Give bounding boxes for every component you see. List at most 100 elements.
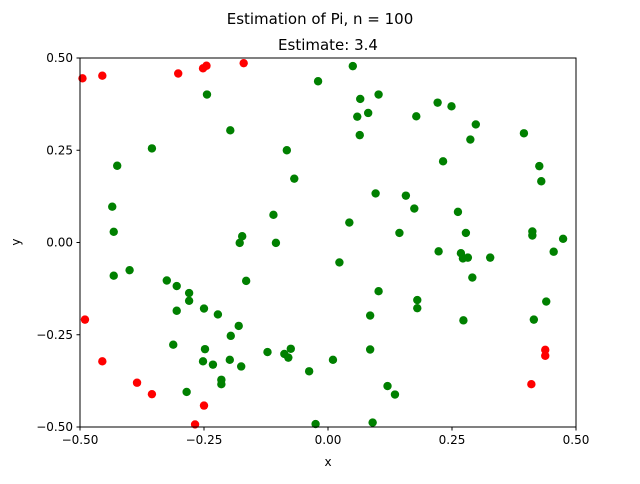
data-point-series0-21 bbox=[537, 177, 546, 186]
data-point-series0-61 bbox=[529, 315, 539, 324]
y-tick-label-1: −0.25 bbox=[36, 328, 73, 342]
data-point-series0-25 bbox=[410, 204, 419, 213]
data-point-series0-13 bbox=[466, 135, 475, 144]
data-point-series1-2 bbox=[174, 69, 183, 78]
data-point-series1-12 bbox=[527, 380, 536, 389]
data-point-series0-11 bbox=[447, 102, 456, 111]
figure-suptitle: Estimation of Pi, n = 100 bbox=[227, 10, 414, 28]
data-point-series0-79 bbox=[217, 380, 226, 389]
x-tick-label-3: 0.25 bbox=[439, 433, 466, 447]
data-point-series0-43 bbox=[549, 247, 558, 256]
data-point-series0-16 bbox=[113, 161, 122, 170]
data-point-series0-30 bbox=[237, 232, 247, 241]
data-point-series1-10 bbox=[199, 401, 209, 410]
data-point-series1-4 bbox=[202, 61, 211, 70]
data-point-series1-8 bbox=[132, 378, 142, 387]
data-point-series0-72 bbox=[328, 355, 338, 365]
data-point-series0-44 bbox=[335, 258, 344, 267]
data-point-series0-56 bbox=[199, 304, 209, 313]
points-layer bbox=[78, 58, 568, 429]
data-point-series0-51 bbox=[184, 288, 194, 298]
data-point-series1-5 bbox=[239, 58, 248, 68]
data-point-series0-5 bbox=[374, 90, 383, 99]
data-point-series0-68 bbox=[286, 344, 295, 353]
data-point-series0-1 bbox=[226, 126, 235, 135]
data-point-series0-8 bbox=[355, 130, 364, 140]
data-point-series0-57 bbox=[213, 310, 223, 319]
ticks-layer: −0.50 −0.25 0.00 0.25 0.50 −0.50 −0.25 0.00 0.25… bbox=[36, 51, 589, 447]
data-point-series0-0 bbox=[202, 90, 212, 99]
data-point-series0-62 bbox=[459, 316, 468, 325]
data-point-series0-3 bbox=[348, 61, 357, 71]
data-point-series0-66 bbox=[200, 344, 210, 354]
x-tick-label-2: 0.00 bbox=[315, 433, 342, 447]
x-tick-label-1: −0.25 bbox=[186, 433, 223, 447]
data-point-series0-76 bbox=[237, 362, 246, 371]
data-point-series0-29 bbox=[345, 218, 354, 227]
data-point-series0-58 bbox=[413, 303, 422, 313]
y-tick-label-0: −0.50 bbox=[36, 420, 73, 434]
data-point-series0-37 bbox=[558, 234, 568, 244]
data-point-series1-13 bbox=[541, 345, 550, 355]
data-point-series0-26 bbox=[453, 207, 463, 217]
data-point-series0-73 bbox=[198, 357, 208, 366]
data-point-series0-34 bbox=[461, 228, 471, 238]
data-point-series0-10 bbox=[433, 98, 442, 107]
data-point-series0-48 bbox=[241, 276, 251, 286]
data-point-series1-14 bbox=[541, 351, 550, 360]
y-tick-label-2: 0.00 bbox=[46, 236, 73, 250]
y-tick-label-4: 0.50 bbox=[46, 51, 73, 65]
data-point-series0-18 bbox=[290, 174, 299, 183]
data-point-series0-6 bbox=[363, 108, 373, 118]
data-point-series0-77 bbox=[304, 367, 314, 376]
data-point-series1-1 bbox=[98, 71, 107, 80]
data-point-series1-9 bbox=[147, 389, 157, 399]
data-point-series0-20 bbox=[535, 161, 544, 171]
y-axis-label: y bbox=[9, 238, 23, 245]
data-point-series0-23 bbox=[371, 189, 380, 198]
data-point-series0-71 bbox=[365, 345, 375, 354]
data-point-series0-45 bbox=[125, 265, 134, 275]
data-point-series0-33 bbox=[395, 228, 404, 238]
x-axis-label: x bbox=[324, 455, 331, 469]
data-point-series0-54 bbox=[413, 295, 422, 305]
data-point-series0-41 bbox=[463, 253, 473, 262]
data-point-series0-82 bbox=[390, 390, 400, 399]
data-point-series0-46 bbox=[109, 271, 118, 280]
data-point-series0-47 bbox=[162, 276, 171, 285]
data-point-series0-17 bbox=[282, 146, 292, 155]
data-point-series0-36 bbox=[528, 231, 537, 240]
data-point-series0-4 bbox=[356, 94, 365, 104]
data-point-series0-83 bbox=[311, 419, 320, 429]
data-point-series0-65 bbox=[169, 340, 178, 349]
data-point-series0-59 bbox=[542, 297, 551, 306]
data-point-series1-7 bbox=[98, 357, 107, 366]
data-point-series0-49 bbox=[172, 281, 181, 291]
data-point-series0-14 bbox=[519, 129, 529, 138]
data-point-series0-24 bbox=[401, 191, 411, 200]
x-tick-label-0: −0.50 bbox=[62, 433, 99, 447]
data-point-series0-31 bbox=[235, 238, 244, 248]
data-point-series0-63 bbox=[234, 321, 243, 331]
data-point-series0-70 bbox=[284, 353, 293, 362]
data-point-series0-9 bbox=[412, 112, 421, 121]
data-point-series0-12 bbox=[471, 120, 481, 129]
data-point-series0-75 bbox=[208, 360, 218, 369]
data-point-series0-38 bbox=[434, 247, 443, 256]
data-point-series0-52 bbox=[184, 296, 194, 305]
data-point-series0-74 bbox=[225, 355, 234, 365]
data-point-series0-42 bbox=[485, 253, 495, 262]
data-point-series0-27 bbox=[109, 227, 118, 236]
x-tick-label-4: 0.50 bbox=[563, 433, 590, 447]
data-point-series0-55 bbox=[172, 306, 181, 315]
y-tick-label-3: 0.25 bbox=[46, 143, 73, 157]
data-point-series0-80 bbox=[182, 387, 191, 397]
data-point-series0-81 bbox=[383, 381, 392, 391]
axes-title: Estimate: 3.4 bbox=[278, 36, 378, 54]
data-point-series0-19 bbox=[438, 157, 448, 166]
data-point-series0-84 bbox=[368, 418, 377, 427]
data-point-series0-22 bbox=[108, 202, 117, 211]
